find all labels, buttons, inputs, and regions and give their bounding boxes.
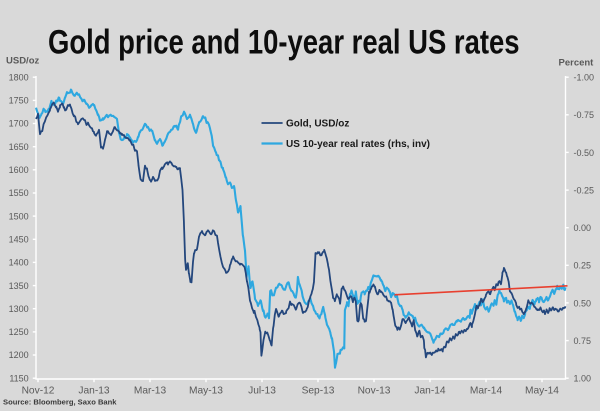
- svg-text:1400: 1400: [9, 258, 29, 268]
- svg-text:-1.00: -1.00: [574, 73, 595, 83]
- svg-text:1800: 1800: [9, 72, 29, 82]
- svg-text:1350: 1350: [9, 281, 29, 291]
- svg-text:1600: 1600: [9, 165, 29, 175]
- svg-text:May-13: May-13: [189, 386, 223, 397]
- svg-text:Gold price and 10-year real US: Gold price and 10-year real US rates: [48, 23, 520, 62]
- svg-text:Gold, USD/oz: Gold, USD/oz: [286, 119, 349, 130]
- svg-text:0.50: 0.50: [574, 298, 592, 308]
- svg-text:May-14: May-14: [525, 386, 559, 397]
- svg-text:1700: 1700: [9, 119, 29, 129]
- svg-text:1150: 1150: [9, 373, 28, 383]
- svg-text:1200: 1200: [9, 350, 29, 360]
- svg-text:-0.25: -0.25: [574, 186, 595, 196]
- svg-text:1500: 1500: [9, 211, 29, 221]
- svg-text:Nov-12: Nov-12: [22, 386, 55, 397]
- svg-text:Nov-13: Nov-13: [358, 386, 391, 397]
- svg-text:1300: 1300: [9, 304, 29, 314]
- svg-text:-0.50: -0.50: [574, 148, 595, 158]
- svg-text:Mar-14: Mar-14: [470, 386, 503, 397]
- svg-text:Sep-13: Sep-13: [302, 386, 335, 397]
- svg-text:USD/oz: USD/oz: [6, 56, 40, 67]
- svg-text:1650: 1650: [9, 142, 29, 152]
- svg-text:0.75: 0.75: [574, 336, 592, 346]
- svg-text:1.00: 1.00: [574, 374, 592, 384]
- svg-text:US 10-year real rates (rhs, in: US 10-year real rates (rhs, inv): [286, 139, 430, 150]
- svg-text:1750: 1750: [9, 96, 29, 106]
- svg-text:0.25: 0.25: [574, 261, 592, 271]
- svg-text:1550: 1550: [9, 188, 29, 198]
- svg-text:Jan-14: Jan-14: [414, 386, 445, 397]
- svg-text:Percent: Percent: [559, 58, 595, 69]
- svg-text:Jan-13: Jan-13: [78, 386, 109, 397]
- svg-text:Source: Bloomberg, Saxo Bank: Source: Bloomberg, Saxo Bank: [3, 398, 117, 407]
- svg-text:-0.75: -0.75: [574, 110, 595, 120]
- svg-text:Mar-13: Mar-13: [134, 386, 167, 397]
- svg-text:1450: 1450: [9, 235, 29, 245]
- svg-text:0.00: 0.00: [574, 223, 592, 233]
- svg-text:Jul-13: Jul-13: [248, 386, 276, 397]
- svg-text:1250: 1250: [9, 327, 29, 337]
